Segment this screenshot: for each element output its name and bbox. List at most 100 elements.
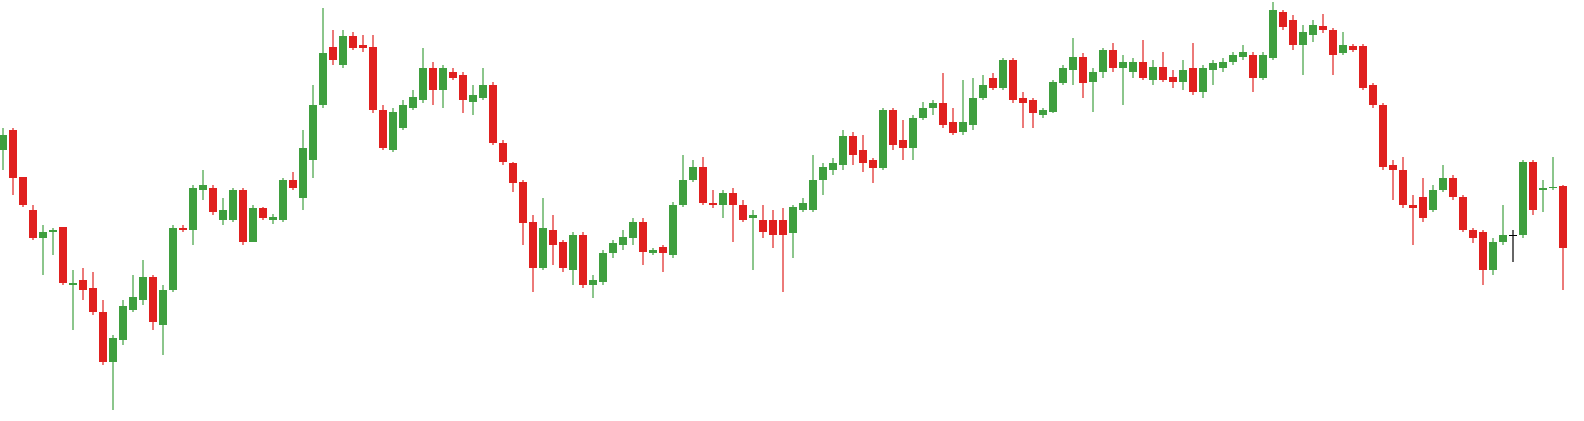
candle-body: [1019, 98, 1027, 103]
candle-body: [289, 180, 297, 188]
candle-body: [1069, 57, 1077, 70]
candle-body: [489, 85, 497, 143]
candle-body: [1459, 197, 1467, 230]
candle-body: [419, 68, 427, 100]
candle-body: [1149, 67, 1157, 80]
candle-body: [119, 306, 127, 340]
candle-body: [499, 143, 507, 162]
candle-body: [1449, 178, 1457, 197]
candle-body: [1289, 20, 1297, 45]
candle-body: [279, 180, 287, 220]
candle-body: [989, 78, 997, 88]
candle-body: [1359, 46, 1367, 88]
candle-body: [1119, 62, 1127, 68]
candle-body: [779, 220, 787, 235]
candle-body: [1219, 62, 1227, 68]
candle-body: [409, 97, 417, 108]
candle-body: [149, 277, 157, 322]
candle-body: [1099, 50, 1107, 72]
candle-body: [0, 135, 7, 150]
candle-body: [309, 105, 317, 160]
candle-body: [1139, 62, 1147, 78]
candle-body: [769, 220, 777, 235]
candle-body: [99, 312, 107, 362]
candle-body: [109, 338, 117, 362]
candle-body: [1409, 205, 1417, 208]
candle-body: [619, 237, 627, 245]
candle-body: [59, 227, 67, 283]
candle-body: [829, 163, 837, 170]
candle-body: [659, 247, 667, 253]
candle-body: [1109, 50, 1117, 68]
candle-body: [949, 122, 957, 133]
candle-body: [1469, 230, 1477, 238]
candle-body: [979, 85, 987, 98]
candle-body: [1039, 110, 1047, 115]
candle-body: [1429, 190, 1437, 210]
candle-body: [1049, 82, 1057, 112]
candle-body: [1389, 165, 1397, 170]
candle-body: [89, 288, 97, 312]
candle-body: [449, 72, 457, 78]
candle-body: [369, 47, 377, 110]
candle-body: [629, 222, 637, 238]
candle-body: [1009, 60, 1017, 100]
candle-body: [1319, 26, 1327, 30]
candle-body: [609, 243, 617, 253]
candle-body: [1369, 85, 1377, 105]
candle-body: [1209, 63, 1217, 70]
candle-body: [719, 193, 727, 205]
candle-body: [219, 210, 227, 220]
candle-body: [729, 193, 737, 205]
candle-body: [1179, 70, 1187, 82]
candle-body: [329, 47, 337, 60]
candle-body: [29, 210, 37, 238]
candle-body: [999, 60, 1007, 88]
candle-body: [819, 167, 827, 180]
candle-body: [1199, 68, 1207, 92]
candle-body: [79, 280, 87, 290]
candle-body: [809, 180, 817, 210]
candle-body: [179, 228, 187, 230]
candle-body: [349, 36, 357, 48]
candle-body: [339, 36, 347, 65]
candle-body: [1079, 57, 1087, 83]
candle-body: [1419, 197, 1427, 218]
candle-body: [709, 203, 717, 205]
candle-body: [9, 130, 17, 178]
candle-body: [1559, 186, 1567, 248]
candle-body: [389, 112, 397, 150]
candle-body: [679, 180, 687, 205]
candle-body: [929, 103, 937, 108]
candle-body: [439, 68, 447, 90]
candle-body: [1349, 46, 1357, 50]
candle-body: [569, 235, 577, 270]
candle-body: [1189, 68, 1197, 92]
candle-body: [1229, 55, 1237, 62]
candle-body: [1539, 188, 1547, 190]
candle-body: [469, 95, 477, 102]
candle-body: [789, 207, 797, 233]
candle-body: [1399, 170, 1407, 205]
candle-body: [1529, 162, 1537, 210]
candle-body: [599, 253, 607, 282]
candle-body: [1269, 10, 1277, 58]
candle-body: [559, 242, 567, 268]
candle-body: [939, 103, 947, 125]
candle-body: [159, 290, 167, 325]
candle-body: [169, 228, 177, 290]
candle-body: [1329, 30, 1337, 55]
candle-body: [1339, 45, 1347, 53]
candle-body: [1499, 235, 1507, 242]
candle-body: [1309, 25, 1317, 35]
candle-body: [269, 217, 277, 220]
candle-body: [399, 105, 407, 128]
candle-body: [849, 136, 857, 155]
candle-body: [799, 203, 807, 210]
candle-body: [139, 277, 147, 300]
candle-body: [889, 110, 897, 145]
candle-body: [319, 53, 327, 105]
candle-body: [759, 220, 767, 232]
candle-body: [969, 98, 977, 125]
